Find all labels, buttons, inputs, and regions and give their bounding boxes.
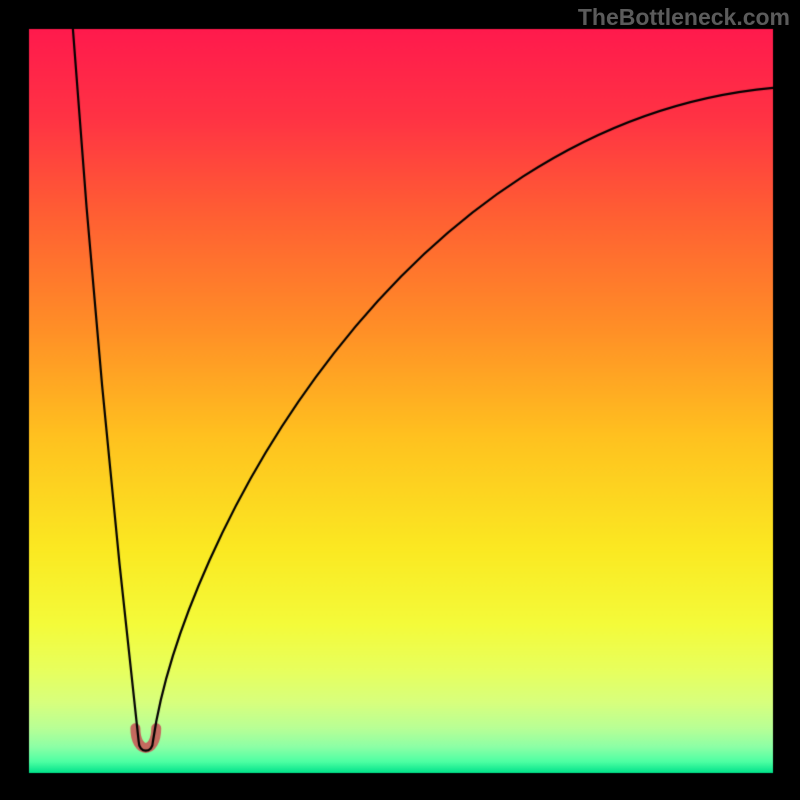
chart-root: TheBottleneck.com <box>0 0 800 800</box>
bottleneck-plot-canvas <box>0 0 800 800</box>
watermark-text: TheBottleneck.com <box>578 4 790 31</box>
